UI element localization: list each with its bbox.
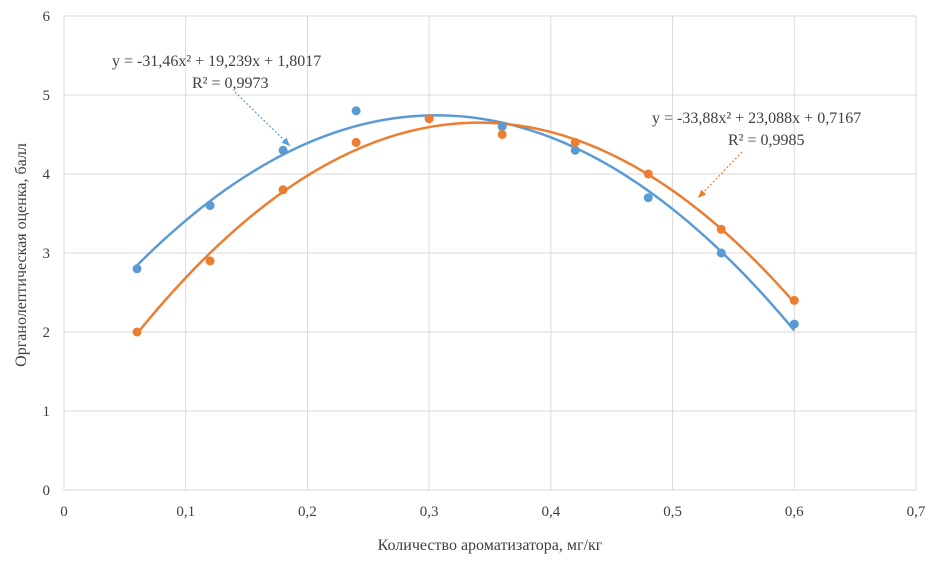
equation-series-1: y = -31,46x² + 19,239x + 1,8017	[112, 53, 321, 70]
y-tick-label: 2	[43, 325, 51, 341]
data-point-series-2	[497, 130, 507, 139]
data-point-series-1	[278, 145, 288, 155]
x-tick-label: 0,3	[420, 504, 439, 520]
data-point-series-2	[643, 169, 653, 179]
y-tick-label: 4	[43, 167, 51, 183]
callout-arrow-series-2-head	[698, 189, 707, 198]
callout-arrow-series-1-head	[281, 137, 290, 146]
trendline-series-2	[136, 121, 796, 335]
trendline-series-1	[136, 114, 796, 332]
trendlines	[136, 114, 796, 335]
data-point-series-2	[716, 224, 726, 234]
y-tick-label: 1	[43, 404, 51, 420]
data-points	[132, 106, 799, 337]
tick-labels: 0 0,1 0,2 0,3 0,4 0,5 0,6 0,7 0 1 2 3 4 5 6	[43, 9, 926, 520]
r2-series-2: R² = 0,9985	[728, 132, 805, 149]
equation-callouts	[234, 91, 743, 199]
x-tick-label: 0,6	[785, 504, 804, 520]
x-tick-label: 0,7	[907, 504, 926, 520]
r2-series-1: R² = 0,9973	[192, 75, 269, 92]
x-tick-label: 0	[60, 504, 68, 520]
callout-arrow-series-2	[697, 151, 743, 199]
data-point-series-2	[424, 114, 434, 124]
equation-series-2: y = -33,88x² + 23,088x + 0,7167	[652, 110, 861, 127]
x-tick-label: 0,2	[298, 504, 317, 520]
data-point-series-1	[205, 201, 215, 211]
x-tick-label: 0,5	[663, 504, 682, 520]
data-point-series-1	[643, 193, 653, 203]
data-point-series-1	[497, 122, 507, 132]
x-tick-label: 0,4	[541, 504, 560, 520]
data-point-series-1	[789, 319, 799, 329]
data-point-series-2	[570, 137, 580, 147]
data-point-series-2	[351, 137, 361, 147]
callout-arrow-series-1	[234, 91, 291, 147]
data-point-series-1	[716, 248, 726, 258]
y-tick-label: 0	[43, 483, 51, 499]
y-tick-label: 5	[43, 88, 51, 104]
data-point-series-1	[351, 106, 361, 116]
y-tick-label: 3	[43, 246, 51, 262]
y-tick-label: 6	[43, 9, 51, 25]
x-tick-label: 0,1	[176, 504, 195, 520]
data-point-series-2	[205, 256, 215, 266]
data-point-series-1	[570, 145, 580, 155]
data-point-series-2	[278, 185, 288, 195]
y-axis-title: Органолептическая оценка, балл	[13, 143, 30, 367]
x-axis-title: Количество ароматизатора, мг/кг	[378, 537, 603, 554]
data-point-series-2	[132, 327, 142, 337]
grid	[63, 15, 917, 491]
data-point-series-1	[132, 264, 142, 274]
data-point-series-2	[789, 295, 799, 305]
